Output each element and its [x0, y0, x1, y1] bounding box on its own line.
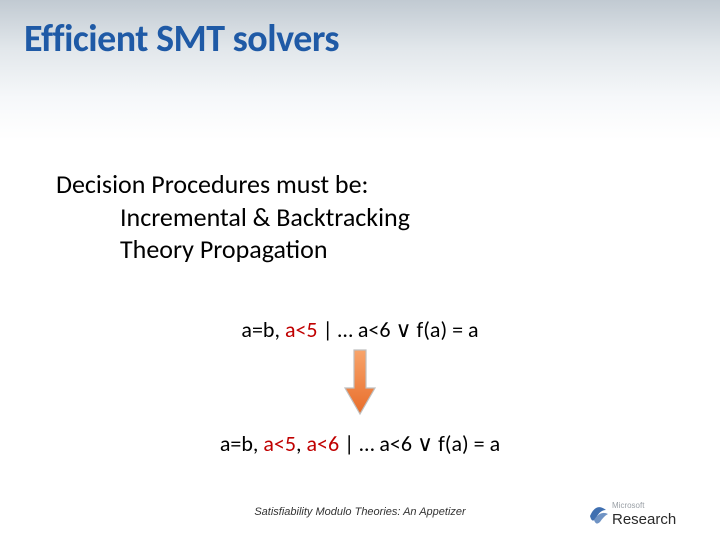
arrow-down	[0, 348, 720, 423]
ms-research-logo: Microsoft Research	[586, 496, 706, 530]
formula-before: a=b, a<5 | … a<6 ∨ f(a) = a	[0, 316, 720, 343]
content-block: Decision Procedures must be: Incremental…	[56, 168, 680, 266]
slide-title: Efficient SMT solvers	[24, 16, 339, 62]
formula1-part-a: a=b,	[241, 316, 285, 343]
formula-after: a=b, a<5, a<6 | … a<6 ∨ f(a) = a	[0, 430, 720, 457]
lead-line: Decision Procedures must be:	[56, 168, 680, 201]
formula2-part-b: ,	[296, 430, 306, 457]
arrow-down-icon	[343, 348, 377, 418]
logo-swirl-icon	[590, 507, 608, 524]
formula1-part-b: | … a<6 ∨ f(a) = a	[318, 316, 479, 343]
formula2-part-c: | … a<6 ∨ f(a) = a	[339, 430, 500, 457]
sub-line-2: Theory Propagation	[120, 233, 680, 266]
logo-ms-text: Microsoft	[612, 501, 645, 510]
formula1-red-a: a<5	[285, 316, 318, 343]
formula2-red-b: a<6	[307, 430, 340, 457]
formula2-red-a: a<5	[263, 430, 296, 457]
formula2-part-a: a=b,	[220, 430, 264, 457]
ms-research-logo-icon: Microsoft Research	[586, 496, 706, 530]
sub-line-1: Incremental & Backtracking	[120, 201, 680, 234]
logo-research-text: Research	[612, 511, 676, 528]
